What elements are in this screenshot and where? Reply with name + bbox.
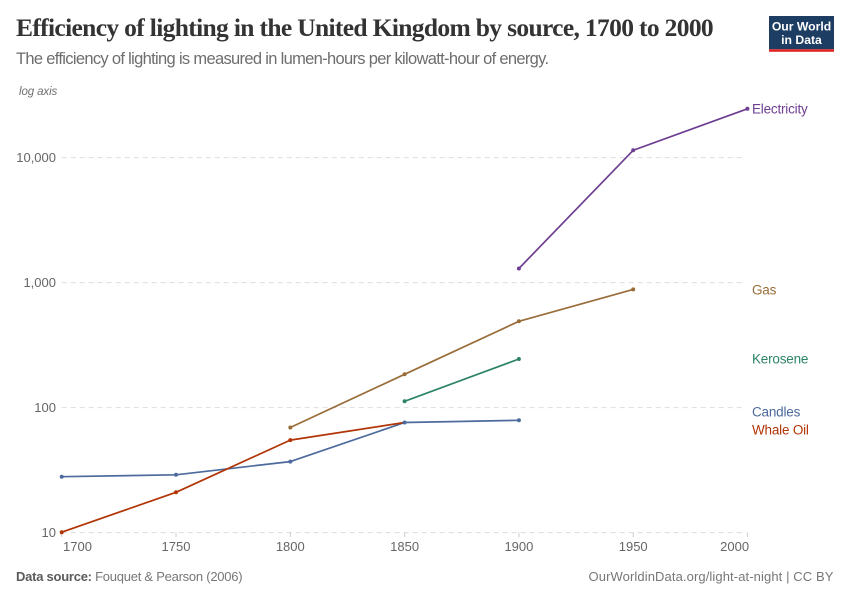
svg-text:100: 100 bbox=[34, 400, 56, 415]
svg-text:1850: 1850 bbox=[390, 539, 419, 554]
svg-text:1700: 1700 bbox=[63, 539, 92, 554]
svg-text:Kerosene: Kerosene bbox=[752, 352, 808, 367]
svg-text:1750: 1750 bbox=[162, 539, 191, 554]
svg-text:10,000: 10,000 bbox=[16, 150, 56, 165]
svg-text:Candles: Candles bbox=[752, 405, 801, 420]
svg-text:Our World: Our World bbox=[772, 20, 831, 34]
svg-text:log axis: log axis bbox=[19, 86, 58, 98]
svg-text:1900: 1900 bbox=[504, 539, 533, 554]
svg-text:Data source: Fouquet & Pearson: Data source: Fouquet & Pearson (2006) bbox=[16, 569, 242, 584]
svg-text:1800: 1800 bbox=[276, 539, 305, 554]
svg-text:2000: 2000 bbox=[720, 539, 749, 554]
svg-text:10: 10 bbox=[42, 525, 56, 540]
svg-text:Electricity: Electricity bbox=[752, 102, 808, 117]
svg-text:Gas: Gas bbox=[752, 283, 777, 298]
svg-text:in Data: in Data bbox=[781, 33, 822, 47]
svg-text:1,000: 1,000 bbox=[23, 275, 56, 290]
svg-text:1950: 1950 bbox=[619, 539, 648, 554]
svg-text:The efficiency of lighting is: The efficiency of lighting is measured i… bbox=[16, 50, 549, 68]
svg-text:OurWorldinData.org/light-at-ni: OurWorldinData.org/light-at-night | CC B… bbox=[589, 569, 834, 584]
svg-text:Whale Oil: Whale Oil bbox=[752, 423, 809, 438]
svg-text:Efficiency of lighting in the: Efficiency of lighting in the United Kin… bbox=[16, 13, 713, 42]
